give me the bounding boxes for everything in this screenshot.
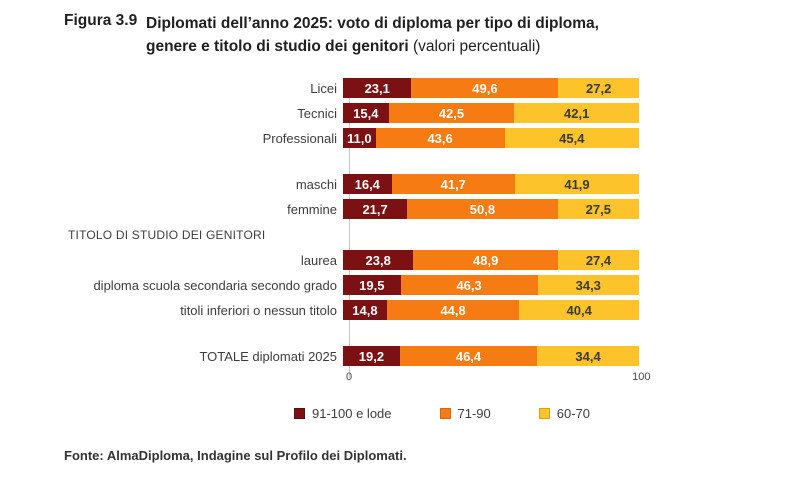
bar-segment: 42,5 [388, 103, 515, 123]
chart-row: titoli inferiori o nessun titolo 14,8 44,8… [64, 300, 648, 320]
bar-segment: 27,4 [557, 250, 639, 270]
row-spacer [64, 153, 648, 174]
chart-row: femmine 21,7 50,8 27,5 [64, 199, 648, 219]
chart-row: laurea 23,8 48,9 27,4 [64, 250, 648, 270]
figure-caption-note: (valori percentuali) [412, 38, 541, 55]
figure-caption: Diplomati dell’anno 2025: voto di diplom… [146, 12, 599, 58]
bar-segment: 19,2 [343, 346, 400, 366]
bar-segment: 43,6 [375, 128, 505, 148]
bar-segment: 49,6 [411, 78, 559, 98]
bar-segment: 16,4 [343, 174, 392, 194]
row-label: Professionali [262, 130, 337, 146]
legend-swatch [538, 408, 550, 419]
bar-segment: 19,5 [343, 275, 401, 295]
x-axis-ticks: 0 100 [64, 371, 651, 385]
stacked-bar: 23,8 48,9 27,4 [343, 250, 639, 270]
x-axis-tick-min: 0 [345, 371, 353, 383]
legend-label: 91-100 e lode [312, 406, 392, 421]
chart-row: maschi 16,4 41,7 41,9 [64, 174, 648, 194]
stacked-bar: 11,0 43,6 45,4 [343, 128, 640, 148]
bar-segment: 42,1 [514, 103, 639, 123]
row-label: laurea [300, 252, 337, 268]
row-label: femmine [287, 201, 337, 217]
stacked-bar: 19,5 46,3 34,3 [343, 275, 639, 295]
legend-swatch [294, 408, 305, 419]
bar-segment: 23,1 [343, 78, 412, 98]
row-label: Licei [310, 80, 337, 96]
chart-row: diploma scuola secondaria secondo grado 1… [64, 275, 648, 295]
bar-segment: 41,9 [514, 174, 640, 194]
chart-row: Licei 23,1 49,6 27,2 [64, 78, 648, 98]
section-header-label: TITOLO DI STUDIO DEI GENITORI [68, 227, 266, 242]
x-axis-tick-max: 100 [632, 371, 651, 383]
bar-segment: 15,4 [343, 103, 389, 123]
row-label: maschi [295, 176, 337, 192]
legend-item: 71-90 [439, 406, 491, 421]
legend-item: 91-100 e lode [294, 406, 392, 421]
bar-segment: 46,3 [400, 275, 538, 295]
stacked-bar: 15,4 42,5 42,1 [343, 103, 639, 123]
bar-segment: 45,4 [504, 128, 640, 148]
bar-segment: 44,8 [386, 300, 520, 320]
bar-segment: 21,7 [343, 199, 408, 219]
stacked-bar: 21,7 50,8 27,5 [343, 199, 640, 219]
legend-label: 60-70 [556, 406, 591, 421]
stacked-bar-chart: Licei 23,1 49,6 27,2 Tecnici 15,4 42,5 42,1 Prof… [64, 78, 651, 385]
stacked-bar: 16,4 41,7 41,9 [343, 174, 640, 194]
bar-segment: 14,8 [343, 300, 387, 320]
row-label: titoli inferiori o nessun titolo [180, 302, 337, 318]
bar-segment: 34,3 [537, 275, 639, 295]
figure-caption-line1: Diplomati dell’anno 2025: voto di diplom… [146, 15, 599, 32]
figure-caption-line2: genere e titolo di studio dei genitori [146, 38, 413, 55]
section-header: TITOLO DI STUDIO DEI GENITORI [64, 224, 648, 245]
legend-item: 60-70 [538, 406, 591, 421]
bar-segment: 23,8 [343, 250, 414, 270]
bar-segment: 41,7 [391, 174, 515, 194]
bar-segment: 27,5 [557, 199, 640, 219]
bar-segment: 27,2 [558, 78, 639, 98]
row-spacer [64, 325, 648, 346]
stacked-bar: 14,8 44,8 40,4 [343, 300, 639, 320]
bar-segment: 46,4 [399, 346, 538, 366]
figure-title: Figura 3.9 Diplomati dell’anno 2025: vot… [64, 12, 599, 58]
chart-row: TOTALE diplomati 2025 19,2 46,4 34,4 [64, 346, 648, 366]
legend: 91-100 e lode 71-90 60-70 [64, 406, 648, 421]
bar-segment: 11,0 [343, 128, 376, 148]
legend-label: 71-90 [457, 406, 491, 421]
figure-number: Figura 3.9 [64, 12, 138, 29]
bar-segment: 40,4 [519, 300, 639, 320]
row-label: diploma scuola secondaria secondo grado [93, 277, 337, 293]
stacked-bar: 19,2 46,4 34,4 [343, 346, 639, 366]
row-label: Tecnici [297, 105, 337, 121]
chart-row: Professionali 11,0 43,6 45,4 [64, 128, 648, 148]
bar-segment: 34,4 [537, 346, 639, 366]
chart-row: Tecnici 15,4 42,5 42,1 [64, 103, 648, 123]
chart-rows: Licei 23,1 49,6 27,2 Tecnici 15,4 42,5 42,1 Prof… [64, 78, 648, 366]
legend-swatch [439, 408, 451, 419]
stacked-bar: 23,1 49,6 27,2 [343, 78, 639, 98]
source-note: Fonte: AlmaDiploma, Indagine sul Profilo… [64, 448, 407, 463]
y-axis-line [349, 78, 350, 378]
bar-segment: 50,8 [407, 199, 558, 219]
bar-segment: 48,9 [413, 250, 558, 270]
row-label: TOTALE diplomati 2025 [199, 348, 337, 364]
